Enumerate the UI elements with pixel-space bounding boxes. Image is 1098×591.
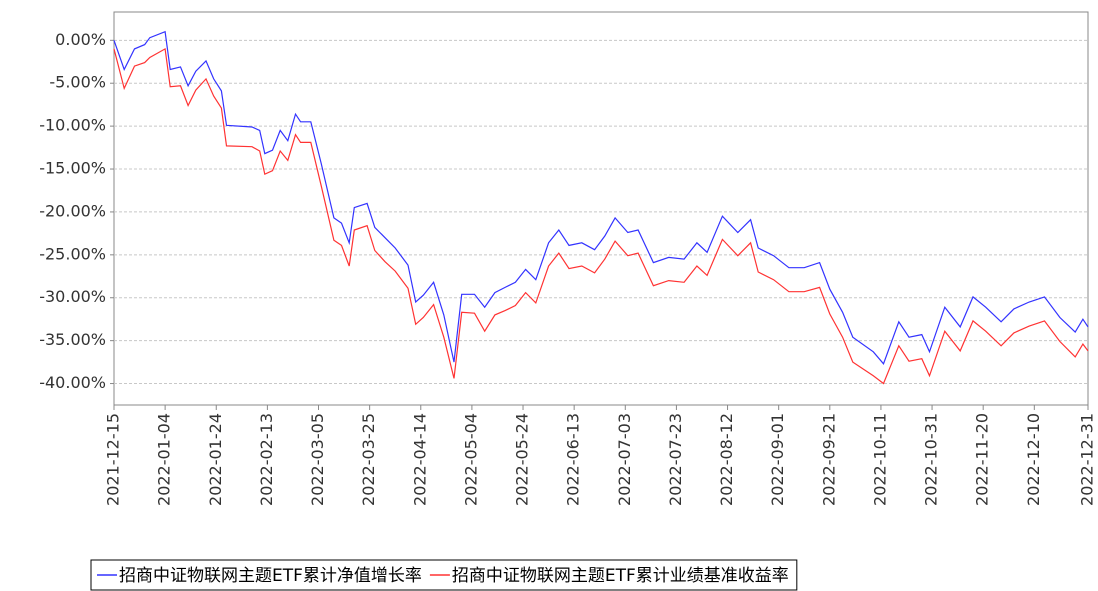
x-tick-label: 2022-06-13: [564, 413, 583, 506]
legend-label: 招商中证物联网主题ETF累计净值增长率: [119, 566, 422, 586]
x-tick-label: 2022-04-14: [410, 413, 429, 506]
y-tick-label: -10.00%: [39, 116, 106, 135]
x-tick-label: 2022-01-04: [155, 413, 174, 506]
legend-label: 招商中证物联网主题ETF累计业绩基准收益率: [452, 566, 789, 586]
x-tick-label: 2022-10-31: [922, 413, 941, 506]
x-tick-label: 2022-03-05: [308, 413, 327, 506]
legend: 招商中证物联网主题ETF累计净值增长率 招商中证物联网主题ETF累计业绩基准收益率: [90, 559, 798, 591]
y-tick-label: -40.00%: [39, 373, 106, 392]
x-tick-label: 2022-11-20: [973, 413, 992, 506]
x-tick-label: 2022-07-03: [615, 413, 634, 506]
series-line: [113, 47, 1089, 385]
series-line: [113, 30, 1089, 365]
y-tick-label: -20.00%: [39, 201, 106, 220]
y-tick-label: 0.00%: [55, 30, 106, 49]
x-tick-label: 2022-02-13: [257, 413, 276, 506]
y-tick-label: -25.00%: [39, 244, 106, 263]
x-tick-label: 2021-12-15: [104, 413, 123, 506]
x-tick-label: 2022-07-23: [666, 413, 685, 506]
x-tick-label: 2022-12-31: [1078, 413, 1097, 506]
y-tick-label: -15.00%: [39, 159, 106, 178]
x-tick-label: 2022-01-24: [206, 413, 225, 506]
x-tick-label: 2022-08-12: [717, 413, 736, 506]
y-tick-label: -35.00%: [39, 330, 106, 349]
y-tick-label: -30.00%: [39, 287, 106, 306]
x-tick-label: 2022-09-01: [768, 413, 787, 506]
x-tick-label: 2022-12-10: [1024, 413, 1043, 506]
x-tick-label: 2022-05-04: [461, 413, 480, 506]
x-tick-label: 2022-09-21: [819, 413, 838, 506]
plot-frame: [113, 11, 1089, 406]
x-tick-label: 2022-03-25: [359, 413, 378, 506]
x-tick-label: 2022-05-24: [513, 413, 532, 506]
x-tick-label: 2022-10-11: [870, 413, 889, 506]
y-tick-label: -5.00%: [49, 73, 106, 92]
